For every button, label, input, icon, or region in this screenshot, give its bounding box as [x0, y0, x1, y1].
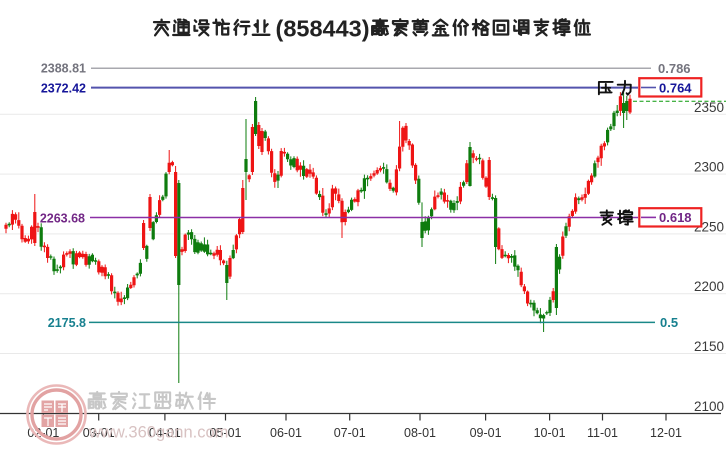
svg-text:0.786: 0.786	[658, 61, 691, 76]
svg-text:2372.42: 2372.42	[41, 82, 86, 96]
svg-text:2350: 2350	[694, 100, 724, 115]
svg-text:09-01: 09-01	[470, 426, 502, 440]
svg-text:(858443): (858443)	[276, 15, 370, 41]
svg-text:05-01: 05-01	[210, 426, 242, 440]
svg-text:04-01: 04-01	[149, 426, 181, 440]
svg-text:03-01: 03-01	[83, 426, 115, 440]
svg-text:10-01: 10-01	[534, 426, 566, 440]
svg-text:www.360gann.com: www.360gann.com	[88, 424, 228, 442]
svg-text:2300: 2300	[694, 160, 724, 175]
svg-text:2200: 2200	[694, 279, 724, 294]
svg-text:2175.8: 2175.8	[48, 316, 86, 330]
svg-text:0.618: 0.618	[659, 210, 692, 225]
svg-text:08-01: 08-01	[404, 426, 436, 440]
svg-text:11-01: 11-01	[587, 426, 618, 440]
svg-text:06-01: 06-01	[270, 426, 302, 440]
svg-text:2150: 2150	[694, 339, 724, 354]
svg-text:2263.68: 2263.68	[40, 211, 85, 225]
svg-text:0.764: 0.764	[659, 80, 692, 95]
svg-text:0.5: 0.5	[660, 315, 678, 330]
svg-text:12-01: 12-01	[650, 426, 682, 440]
svg-text:2388.81: 2388.81	[41, 62, 86, 76]
svg-text:2100: 2100	[694, 399, 724, 414]
svg-text:07-01: 07-01	[334, 426, 366, 440]
